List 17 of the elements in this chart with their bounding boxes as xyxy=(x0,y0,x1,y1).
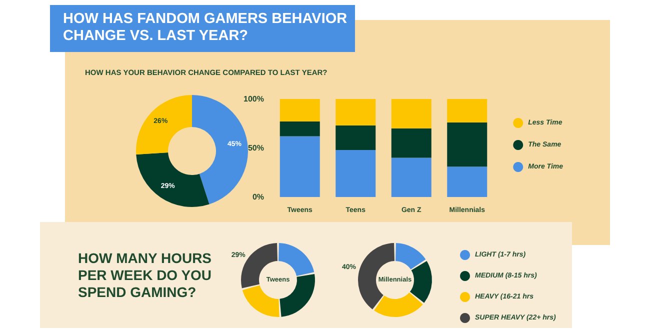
bar xyxy=(391,158,432,197)
bar xyxy=(336,99,376,126)
bar xyxy=(336,125,376,150)
bar xyxy=(280,99,320,122)
bar xyxy=(447,99,488,123)
y-tick-label: 0% xyxy=(252,192,264,202)
bar xyxy=(447,166,488,197)
bar xyxy=(280,122,320,136)
bar xyxy=(447,122,488,167)
bar xyxy=(280,136,320,197)
y-tick-label: 50% xyxy=(248,144,264,152)
y-tick-label: 100% xyxy=(244,94,264,104)
bar xyxy=(336,150,376,197)
bar xyxy=(391,99,432,128)
bar xyxy=(391,128,432,158)
chart-title: HOW HAS FANDOM GAMERS BEHAVIOR CHANGE VS. LAST YEAR? xyxy=(50,5,355,52)
text: HOW MANY HOURS PER WEEK DO YOU SPEND GAMING? xyxy=(78,250,213,301)
